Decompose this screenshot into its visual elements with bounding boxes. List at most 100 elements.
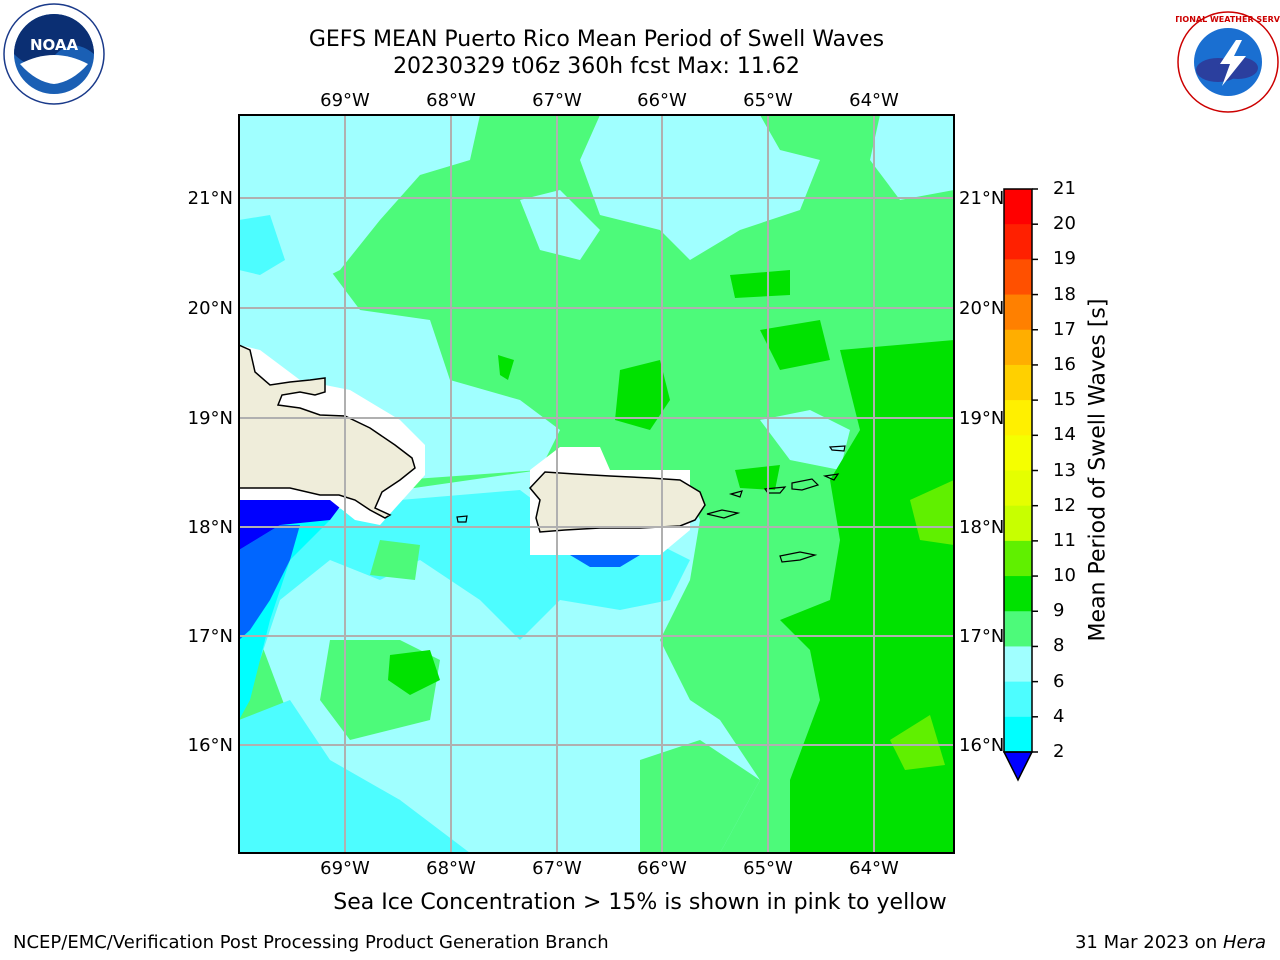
footer-date: 31 Mar 2023 on Hera bbox=[1074, 932, 1266, 953]
contour-9-10 bbox=[640, 740, 760, 853]
colorbar-tick-label: 21 bbox=[1053, 178, 1076, 199]
lat-label: 20°N bbox=[959, 298, 1004, 319]
colorbar-tick-label: 13 bbox=[1053, 459, 1076, 481]
colorbar-band bbox=[1004, 540, 1032, 577]
contour-2-4 bbox=[570, 555, 640, 567]
contour-10-11 bbox=[780, 340, 954, 853]
island-st-john-tortola bbox=[791, 478, 820, 491]
lon-label: 65°W bbox=[743, 90, 793, 111]
chart-title: GEFS MEAN Puerto Rico Mean Period of Swe… bbox=[308, 27, 885, 52]
colorbar-tick-label: 11 bbox=[1053, 529, 1076, 551]
noaa-logo: NOAA bbox=[3, 3, 105, 105]
colorbar-band bbox=[1004, 400, 1032, 436]
colorbar-tick-label: 2 bbox=[1053, 741, 1065, 762]
contour-6-8 bbox=[255, 240, 275, 265]
map-gridlines bbox=[239, 115, 954, 853]
lat-label: 18°N bbox=[959, 517, 1004, 538]
colorbar-tick-label: 4 bbox=[1053, 705, 1065, 727]
contour-10-11 bbox=[388, 650, 440, 695]
colorbar-ticks bbox=[1032, 188, 1038, 753]
colorbar-band bbox=[1004, 435, 1032, 471]
lat-label: 16°N bbox=[959, 735, 1004, 756]
chart-subtitle: 20230329 t06z 360h fcst Max: 11.62 bbox=[393, 54, 800, 79]
lat-labels-left: 21°N 20°N 19°N 18°N 17°N 16°N bbox=[188, 188, 233, 756]
colorbar-band bbox=[1004, 224, 1032, 260]
footer-credit: NCEP/EMC/Verification Post Processing Pr… bbox=[13, 932, 609, 953]
contour-8-9 bbox=[870, 115, 954, 200]
colorbar-tick-label: 8 bbox=[1053, 635, 1065, 657]
lon-label: 66°W bbox=[637, 858, 687, 879]
lon-label: 66°W bbox=[637, 90, 687, 111]
colorbar-tick-label: 10 bbox=[1053, 565, 1076, 587]
lon-label: 67°W bbox=[532, 858, 582, 879]
colorbar-extend-arrow bbox=[1002, 751, 1034, 782]
contour-6-8 bbox=[239, 700, 470, 853]
nws-logo-text: NATIONAL WEATHER SERVICE bbox=[1176, 15, 1280, 24]
lon-label: 69°W bbox=[320, 90, 370, 111]
colorbar-tick-label: 9 bbox=[1053, 600, 1065, 622]
contour-9-10 bbox=[370, 540, 420, 580]
lon-label: 68°W bbox=[426, 858, 476, 879]
colorbar-band bbox=[1004, 189, 1032, 225]
colorbar-band bbox=[1004, 681, 1032, 718]
contour-10-11 bbox=[615, 360, 670, 430]
lat-label: 16°N bbox=[188, 735, 233, 756]
colorbar-band bbox=[1004, 470, 1032, 507]
colorbar-band bbox=[1004, 646, 1032, 683]
lon-labels-top: 69°W 68°W 67°W 66°W 65°W 64°W bbox=[320, 90, 899, 111]
colorbar-band bbox=[1004, 716, 1032, 753]
lon-label: 65°W bbox=[743, 858, 793, 879]
lat-label: 21°N bbox=[959, 188, 1004, 209]
colorbar-tick-label: 17 bbox=[1053, 318, 1076, 340]
colorbar-tick-label: 20 bbox=[1053, 213, 1076, 235]
nws-logo: NATIONAL WEATHER SERVICE bbox=[1176, 11, 1280, 113]
noaa-logo-text: NOAA bbox=[30, 36, 79, 54]
lat-label: 17°N bbox=[959, 626, 1004, 647]
lat-label: 20°N bbox=[188, 298, 233, 319]
sea-ice-caption: Sea Ice Concentration > 15% is shown in … bbox=[333, 890, 947, 915]
lat-label: 19°N bbox=[188, 408, 233, 429]
contour-6-8 bbox=[239, 490, 560, 700]
lon-label: 64°W bbox=[849, 858, 899, 879]
contour-8-9 bbox=[760, 410, 850, 470]
island-anegada bbox=[828, 445, 846, 452]
contour-8-9 bbox=[580, 115, 820, 260]
colorbar-tick-label: 15 bbox=[1053, 389, 1076, 411]
colorbar-band bbox=[1004, 294, 1032, 331]
lon-labels-bottom: 69°W 68°W 67°W 66°W 65°W 64°W bbox=[320, 858, 899, 879]
lat-label: 17°N bbox=[188, 626, 233, 647]
contour-8-9 bbox=[239, 115, 480, 300]
island-mona bbox=[456, 515, 468, 523]
colorbar-tick-label: 19 bbox=[1053, 248, 1076, 270]
colorbar bbox=[1004, 189, 1032, 753]
map-frame bbox=[238, 114, 955, 854]
island-virgin-gorda bbox=[822, 473, 840, 481]
colorbar-band bbox=[1004, 329, 1032, 366]
colorbar-tick-label: 6 bbox=[1053, 670, 1065, 692]
colorbar-band bbox=[1004, 364, 1032, 401]
contour-10-11 bbox=[760, 320, 830, 370]
contour-below-2 bbox=[239, 500, 345, 550]
contour-10-11 bbox=[498, 355, 514, 380]
contour-10-11 bbox=[730, 270, 790, 298]
footer-host: Hera bbox=[1222, 932, 1266, 953]
contour-11-12 bbox=[910, 480, 954, 545]
contour-8-9 bbox=[520, 190, 600, 260]
contour-11-12 bbox=[890, 715, 945, 770]
island-culebra bbox=[728, 490, 743, 498]
colorbar-band bbox=[1004, 259, 1032, 296]
contour-2-4 bbox=[239, 525, 300, 640]
colorbar-tick-label: 12 bbox=[1053, 494, 1076, 516]
island-st-croix bbox=[779, 551, 818, 563]
colorbar-band bbox=[1004, 576, 1032, 612]
colorbar-tick-label: 14 bbox=[1053, 424, 1076, 446]
lon-label: 64°W bbox=[849, 90, 899, 111]
swell-period-field bbox=[239, 115, 954, 853]
island-vieques bbox=[706, 509, 741, 519]
colorbar-band bbox=[1004, 505, 1032, 542]
lat-label: 19°N bbox=[959, 408, 1004, 429]
lat-labels-right: 21°N 20°N 19°N 18°N 17°N 16°N bbox=[959, 188, 1004, 756]
lon-label: 69°W bbox=[320, 858, 370, 879]
lat-label: 21°N bbox=[188, 188, 233, 209]
